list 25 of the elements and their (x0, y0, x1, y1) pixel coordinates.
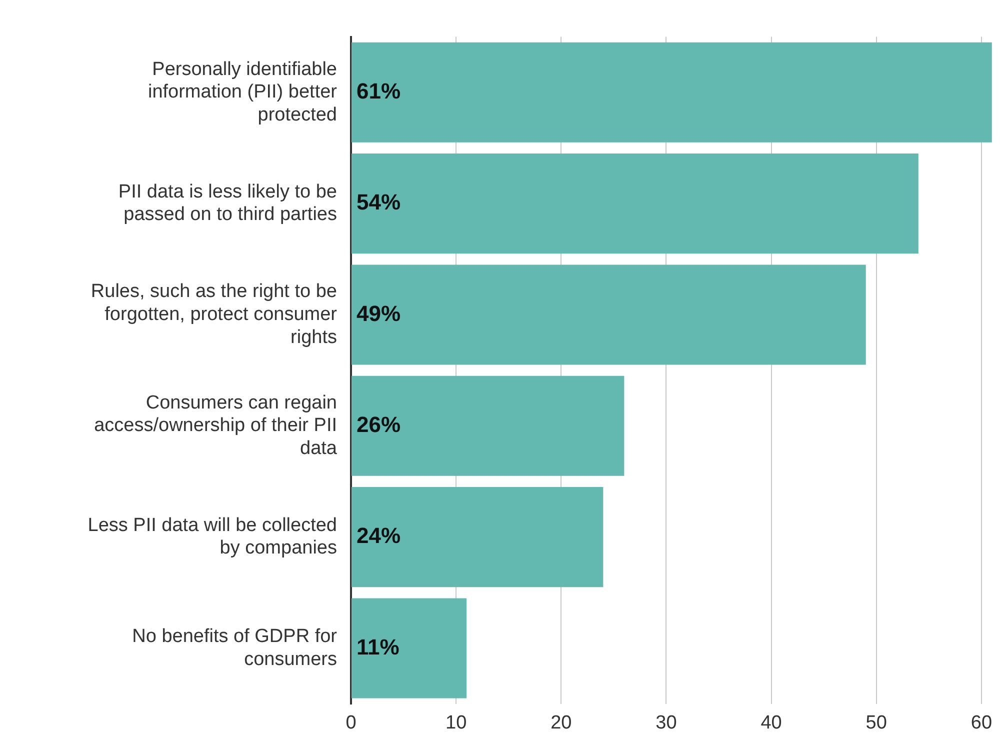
x-tick-label: 20 (550, 712, 572, 734)
data-label: 24% (356, 523, 401, 548)
x-tick-label: 30 (656, 712, 677, 734)
bar (352, 154, 918, 254)
bar (352, 487, 604, 588)
x-tick-label: 0 (346, 712, 356, 734)
data-label: 11% (356, 634, 400, 660)
y-tick-label: No benefits of GDPR for consumers (132, 626, 338, 670)
data-label: 54% (356, 190, 401, 215)
bar (352, 376, 624, 476)
x-tick-label: 40 (760, 712, 782, 734)
bar (352, 598, 467, 698)
x-tick-label: 60 (970, 712, 992, 734)
y-tick-label: PII data is less likely to be passed on to third parties (118, 181, 337, 226)
y-tick-label: Rules, such as the right to be forgotten, protect consumer rights (90, 281, 338, 348)
y-tick-label: Less PII data will be collected by companies (88, 514, 337, 559)
bar (352, 264, 866, 365)
x-tick-label: 50 (866, 712, 887, 734)
y-tick-label: Personally identifiable information (PII) better protected (148, 58, 338, 126)
data-label: 26% (356, 412, 401, 437)
data-label: 61% (356, 78, 401, 104)
bar (352, 42, 992, 142)
y-tick-label: Consumers can regain access/ownership of their PII data (94, 392, 338, 459)
x-tick-label: 10 (446, 712, 467, 734)
data-label: 49% (356, 300, 401, 326)
